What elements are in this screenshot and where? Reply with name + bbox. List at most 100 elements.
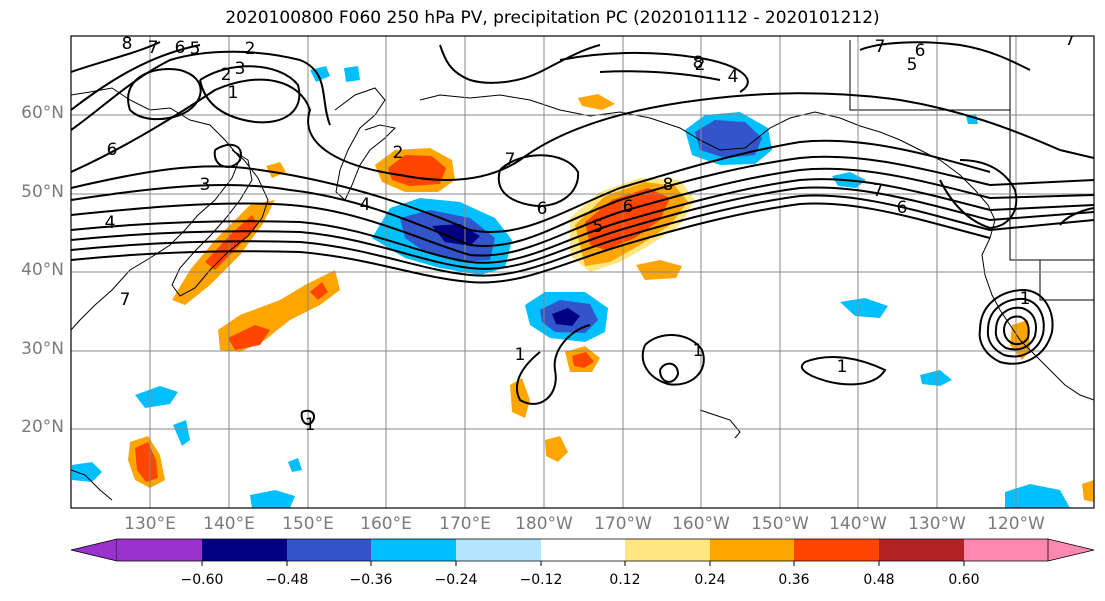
colorbar-segment — [1047, 538, 1095, 562]
precip-positive-region — [636, 260, 682, 280]
lon-label: 140°W — [829, 514, 887, 534]
lon-label: 170°E — [439, 514, 491, 534]
lon-label: 180°W — [515, 514, 573, 534]
contour-label: 5 — [593, 217, 604, 237]
colorbar-segment — [625, 539, 710, 561]
contour-label: 1 — [515, 345, 526, 365]
pv-contours — [71, 41, 1094, 426]
precip-positive-region — [578, 94, 615, 110]
lat-label: 20°N — [21, 417, 64, 437]
contour-label: 7 — [875, 37, 886, 57]
contour-label: 6 — [175, 38, 186, 58]
contour-label: 7 — [120, 290, 131, 310]
contour-label: 3 — [200, 175, 211, 195]
lon-label: 160°W — [672, 514, 730, 534]
colorbar-segment — [541, 539, 625, 561]
contour-label: 1 — [693, 341, 704, 361]
precip-positive-region — [1082, 480, 1094, 502]
contour-label: 5 — [190, 39, 201, 59]
contour-labels: 8 7 6 5 2 3 2 1 6 3 4 4 2 6 7 6 5 8 7 6 … — [105, 30, 1076, 435]
lat-label: 50°N — [21, 182, 64, 202]
colorbar-segment — [202, 539, 287, 561]
contour-label: 1 — [1020, 289, 1031, 309]
contour-label: 8 — [693, 53, 704, 73]
lat-label: 30°N — [21, 339, 64, 359]
contour-label: 5 — [907, 55, 918, 75]
colorbar-segment — [710, 539, 794, 561]
precip-negative-region — [920, 370, 952, 386]
precip-negative-region — [135, 386, 178, 408]
colorbar-tick-label: −0.24 — [434, 572, 478, 588]
contour-label: 2 — [221, 65, 232, 85]
precip-negative-region — [840, 298, 888, 318]
precip-positive-region — [228, 325, 270, 350]
lon-label: 120°W — [987, 514, 1045, 534]
colorbar-tick-label: −0.60 — [180, 572, 224, 588]
colorbar-segment — [964, 539, 1048, 561]
colorbar-tick-label: −0.36 — [349, 572, 393, 588]
map-title: 2020100800 F060 250 hPa PV, precipitatio… — [225, 8, 880, 28]
contour-label: 2 — [695, 55, 706, 75]
contour-label: 4 — [728, 67, 739, 87]
contour-label: 6 — [897, 198, 908, 218]
lon-label: 130°W — [908, 514, 966, 534]
lon-label: 150°W — [751, 514, 809, 534]
colorbar-tick-label: 0.60 — [948, 572, 980, 588]
colorbar-segment — [456, 539, 541, 561]
contour-label: 4 — [360, 195, 371, 215]
contour-label: 8 — [122, 34, 133, 54]
colorbar-segment — [287, 539, 371, 561]
precip-positive-region — [545, 436, 568, 462]
contour-label: 2 — [393, 143, 404, 163]
precip-negative-region — [344, 66, 360, 82]
contour-label: 3 — [235, 59, 246, 79]
precip-positive-region — [205, 215, 258, 270]
colorbar-tick-label: −0.48 — [265, 572, 309, 588]
lat-label: 40°N — [21, 260, 64, 280]
precip-negative-region — [250, 490, 295, 508]
contour-label: 7 — [1065, 30, 1076, 50]
precip-negative-region — [695, 120, 762, 158]
contour-label: 1 — [305, 415, 316, 435]
contour-label: 7 — [148, 38, 159, 58]
contour-label: 1 — [228, 83, 239, 103]
precip-negative-region — [552, 308, 580, 326]
colorbar-segment — [70, 538, 118, 562]
contour-label: 6 — [915, 41, 926, 61]
colorbar-segment — [879, 539, 964, 561]
precip-negative-region — [1005, 484, 1070, 508]
colorbar-segment — [117, 539, 202, 561]
lon-label: 170°W — [594, 514, 652, 534]
contour-label: 6 — [623, 197, 634, 217]
precip-negative-region — [288, 458, 302, 472]
contour-label: 8 — [663, 175, 674, 195]
colorbar — [70, 538, 1095, 566]
contour-label: 7 — [505, 150, 516, 170]
contour-label: 6 — [537, 199, 548, 219]
contour-label: 6 — [107, 140, 118, 160]
precip-negative-region — [72, 462, 102, 482]
colorbar-tick-label: 0.36 — [778, 572, 810, 588]
gridlines — [71, 36, 1094, 508]
colorbar-segment — [794, 539, 879, 561]
colorbar-tick-label: 0.24 — [694, 572, 726, 588]
contour-label: 2 — [245, 39, 256, 59]
lon-label: 150°E — [282, 514, 334, 534]
contour-label: 1 — [837, 357, 848, 377]
precip-negative-region — [173, 420, 190, 446]
colorbar-tick-label: 0.48 — [863, 572, 895, 588]
lon-label: 160°E — [360, 514, 412, 534]
precip-positive-region — [310, 282, 328, 300]
colorbar-tick-label: −0.12 — [519, 572, 563, 588]
precip-positive-region — [388, 155, 446, 186]
contour-label: 7 — [873, 181, 884, 201]
lon-label: 140°E — [203, 514, 255, 534]
colorbar-tick-label: 0.12 — [609, 572, 641, 588]
lon-label: 130°E — [124, 514, 176, 534]
colorbar-segment — [371, 539, 456, 561]
precip-positive-region — [572, 352, 594, 368]
contour-label: 4 — [105, 213, 116, 233]
lat-label: 60°N — [21, 103, 64, 123]
precip-positive-region — [135, 442, 158, 482]
